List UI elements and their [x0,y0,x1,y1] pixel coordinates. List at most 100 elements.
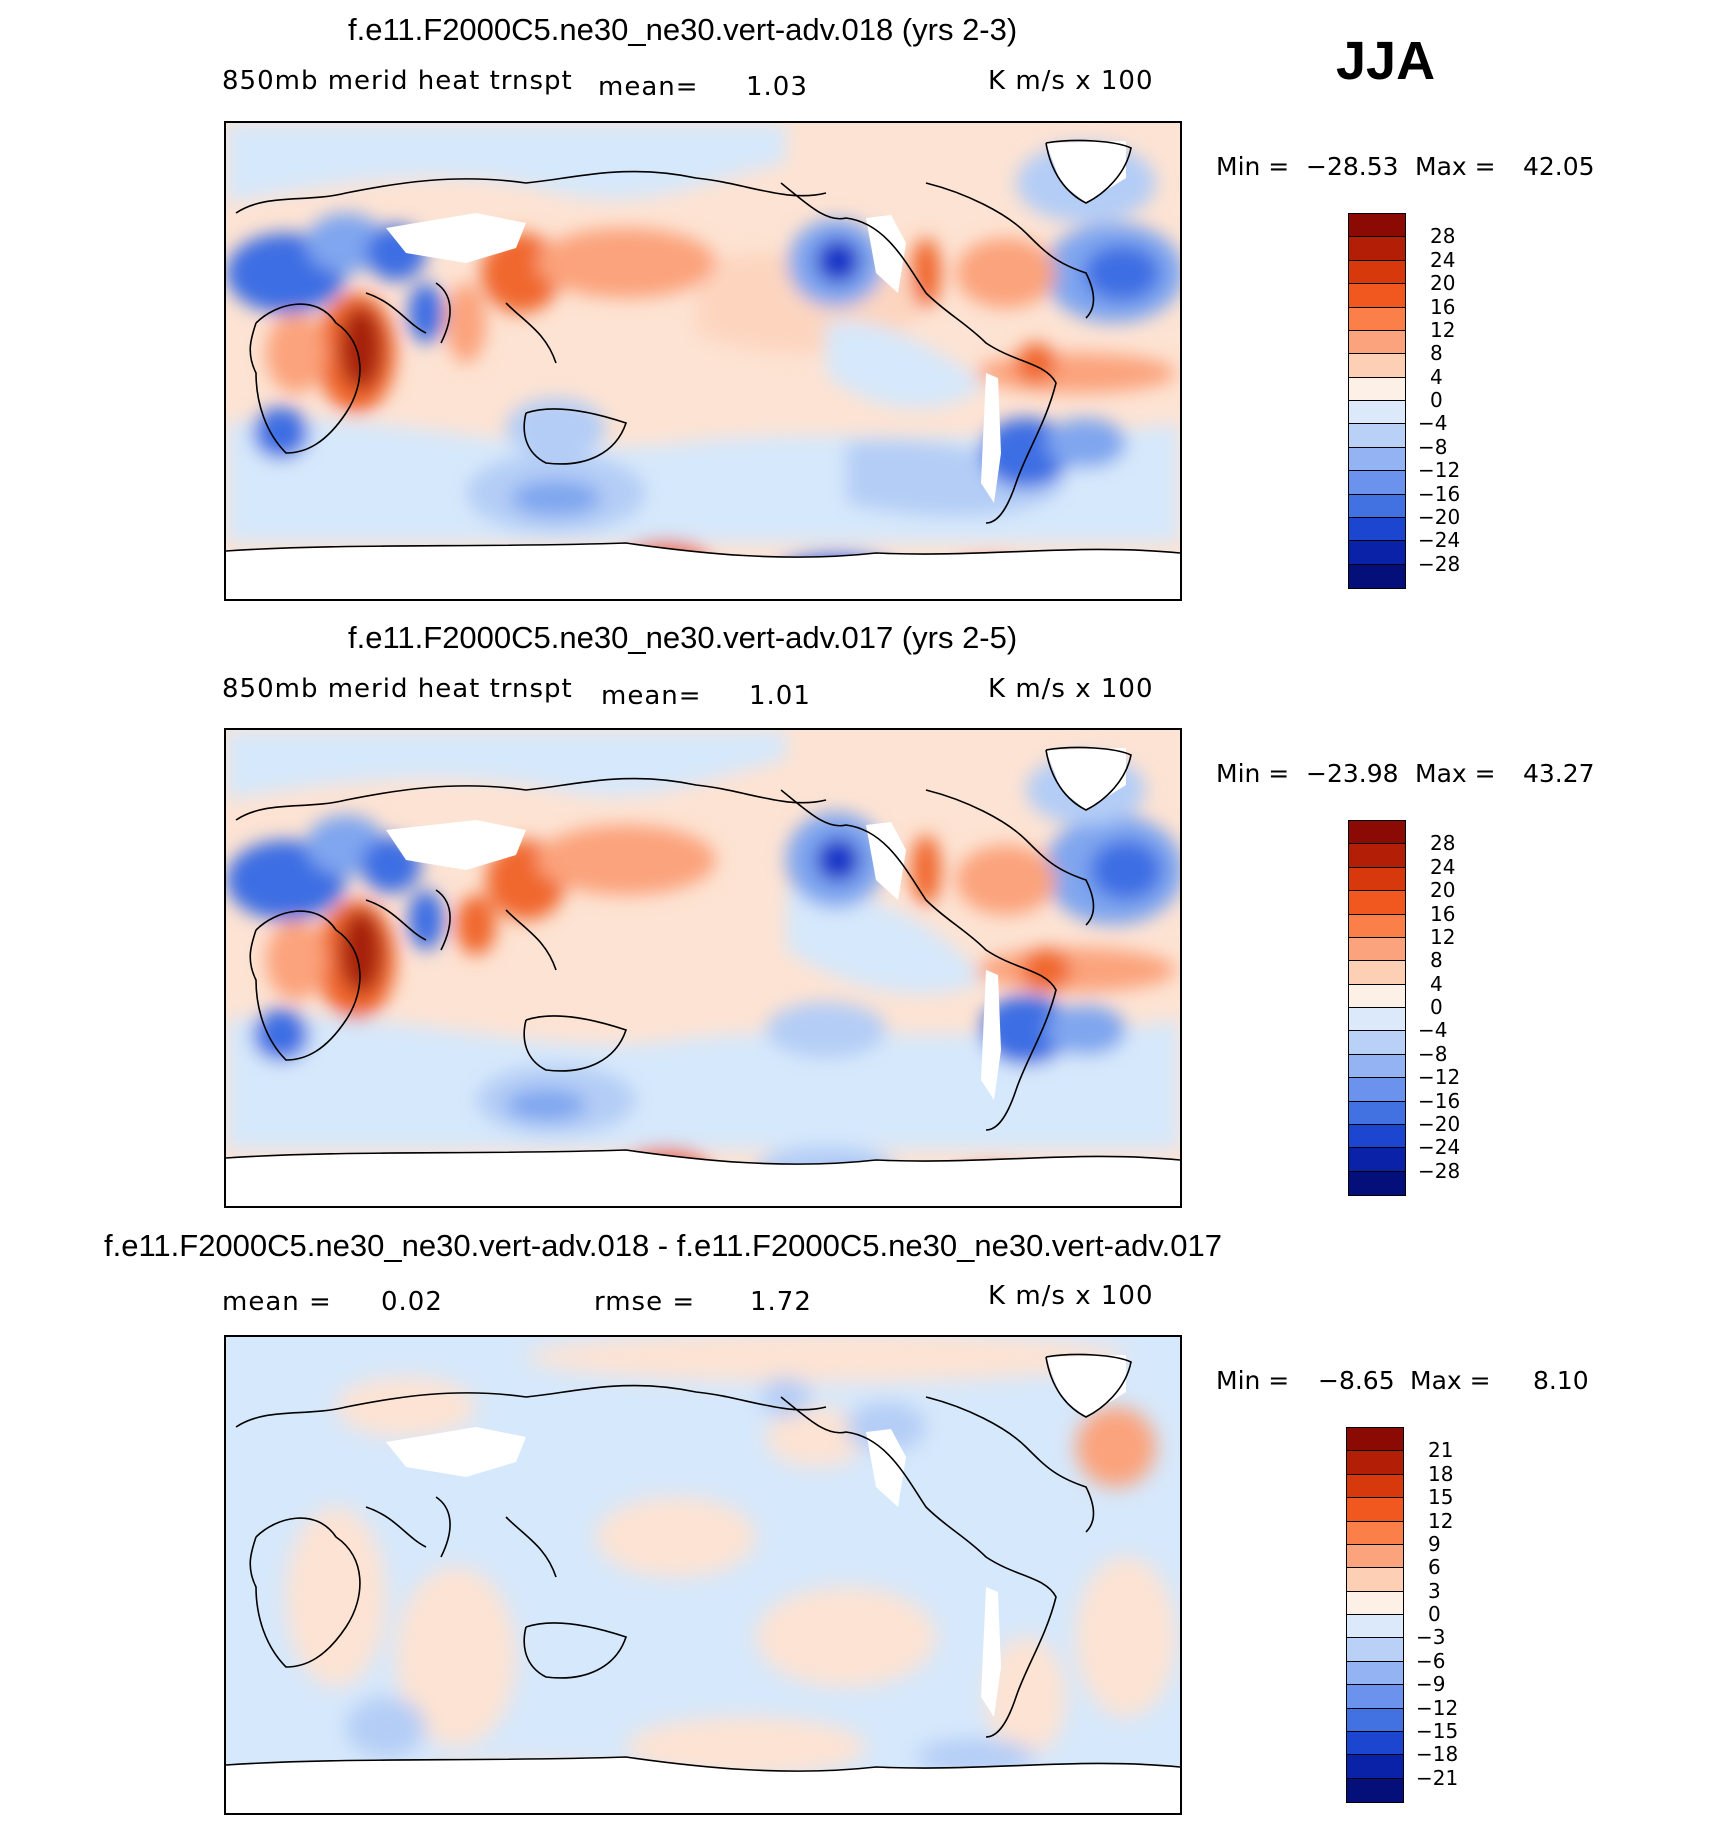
panel-2-max-label: Max = [1415,759,1496,788]
colorbar-swatch [1349,424,1405,448]
panel-3-max-value: 8.10 [1533,1366,1589,1395]
colorbar-swatch [1349,937,1405,962]
colorbar-swatch [1349,237,1405,261]
colorbar-swatch [1349,494,1405,518]
colorbar-swatch [1349,284,1405,308]
panel-2-colorbar [1348,820,1406,1196]
colorbar-swatch [1349,517,1405,542]
colorbar-tick-label: 24 [1430,854,1456,879]
colorbar-tick-label: 0 [1428,1602,1441,1626]
panel-2-units: K m/s x 100 [988,674,1154,704]
colorbar-swatch [1349,541,1405,565]
panel-2-min-label: Min = [1216,759,1290,788]
panel-3-mean-value: 0.02 [381,1287,443,1317]
colorbar-tick-label: 0 [1430,995,1443,1019]
colorbar-swatch [1349,821,1405,845]
panel-2-map [224,728,1182,1208]
season-label: JJA [1336,31,1436,91]
panel-2-variable: 850mb merid heat trnspt [222,674,573,704]
colorbar-swatch [1347,1428,1403,1452]
colorbar-tick-label: 12 [1428,1508,1454,1533]
colorbar-swatch [1349,891,1405,915]
colorbar-tick-label: −6 [1416,1648,1446,1673]
colorbar-swatch [1347,1568,1403,1592]
colorbar-tick-label: 21 [1428,1438,1454,1463]
colorbar-tick-label: −28 [1418,551,1461,576]
panel-3-max-label: Max = [1410,1366,1491,1395]
colorbar-swatch [1349,984,1405,1008]
panel-1-title: f.e11.F2000C5.ne30_ne30.vert-adv.018 (yr… [348,12,1018,47]
colorbar-tick-label: 24 [1430,247,1456,272]
colorbar-tick-label: −12 [1418,458,1461,483]
colorbar-tick-label: −12 [1416,1695,1459,1720]
colorbar-tick-label: 9 [1428,1531,1441,1556]
colorbar-swatch [1347,1661,1403,1686]
panel-1-mean-label: mean= [598,72,699,102]
panel-3-min-value: −8.65 [1318,1366,1395,1395]
colorbar-tick-label: −16 [1418,481,1461,506]
panel-3-colorbar [1346,1427,1404,1803]
colorbar-tick-label: −28 [1418,1158,1461,1183]
colorbar-swatch [1349,471,1405,495]
colorbar-swatch [1349,867,1405,892]
colorbar-swatch [1347,1521,1403,1545]
panel-3-units: K m/s x 100 [988,1281,1154,1311]
panel-3-mean-label: mean = [222,1287,332,1317]
colorbar-tick-label: −4 [1418,1018,1448,1043]
panel-2-title: f.e11.F2000C5.ne30_ne30.vert-adv.017 (yr… [348,620,1018,655]
colorbar-swatch [1347,1755,1403,1779]
panel-1-min-label: Min = [1216,152,1290,181]
colorbar-swatch [1347,1498,1403,1522]
colorbar-swatch [1347,1638,1403,1662]
panel-2-mean-value: 1.01 [749,681,811,711]
colorbar-tick-label: 20 [1430,271,1456,296]
panel-3-map [224,1335,1182,1815]
colorbar-swatch [1347,1591,1403,1615]
colorbar-swatch [1349,377,1405,401]
colorbar-swatch [1347,1685,1403,1709]
panel-1-colorbar [1348,213,1406,589]
colorbar-tick-label: −20 [1418,504,1461,529]
panel-3-min-label: Min = [1216,1366,1290,1395]
panel-1-units: K m/s x 100 [988,66,1154,96]
colorbar-tick-label: 4 [1430,364,1443,389]
panel-3-rmse-label: rmse = [594,1287,696,1317]
colorbar-swatch [1347,1731,1403,1756]
colorbar-swatch [1349,1148,1405,1172]
colorbar-tick-label: −15 [1416,1718,1459,1743]
colorbar-swatch [1347,1474,1403,1499]
panel-1-max-label: Max = [1415,152,1496,181]
colorbar-swatch [1349,354,1405,378]
colorbar-tick-label: −20 [1418,1111,1461,1136]
colorbar-tick-label: 6 [1428,1555,1441,1580]
colorbar-swatch [1349,961,1405,985]
colorbar-tick-label: −24 [1418,528,1461,553]
colorbar-tick-label: 16 [1430,294,1456,319]
panel-3-field [226,1337,1180,1813]
colorbar-swatch [1349,330,1405,355]
colorbar-tick-label: −12 [1418,1065,1461,1090]
colorbar-tick-label: 8 [1430,948,1443,973]
panel-3-rmse-value: 1.72 [750,1287,812,1317]
panel-1-field [226,123,1180,599]
colorbar-tick-label: −4 [1418,411,1448,436]
colorbar-swatch [1349,1101,1405,1125]
colorbar-tick-label: −18 [1416,1742,1459,1767]
colorbar-tick-label: −8 [1418,1041,1448,1066]
colorbar-swatch [1349,1078,1405,1102]
panel-2-min-value: −23.98 [1306,759,1399,788]
colorbar-swatch [1349,564,1405,588]
panel-2-max-value: 43.27 [1523,759,1595,788]
colorbar-swatch [1349,1008,1405,1032]
colorbar-swatch [1349,1124,1405,1149]
colorbar-swatch [1349,447,1405,472]
colorbar-swatch [1349,914,1405,938]
colorbar-tick-label: −8 [1418,434,1448,459]
colorbar-tick-label: 20 [1430,878,1456,903]
panel-3-title: f.e11.F2000C5.ne30_ne30.vert-adv.018 - f… [104,1228,1222,1263]
colorbar-tick-label: 8 [1430,341,1443,366]
colorbar-swatch [1349,1054,1405,1079]
colorbar-swatch [1347,1708,1403,1732]
colorbar-tick-label: −24 [1418,1135,1461,1160]
colorbar-tick-label: −16 [1418,1088,1461,1113]
